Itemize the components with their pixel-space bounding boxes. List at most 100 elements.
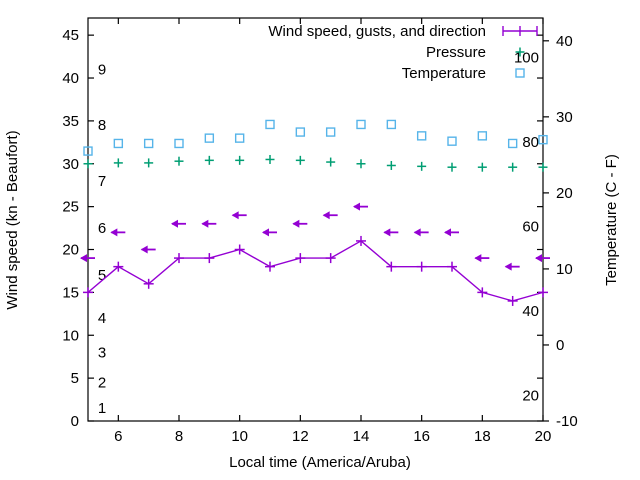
beaufort-scale-label: 4 [98, 310, 106, 327]
legend-key-temperature [515, 68, 525, 78]
temperature-point [538, 134, 548, 145]
wind-speed-point [83, 287, 93, 298]
y2-axis-label: Temperature (C - F) [603, 154, 620, 286]
y2-axis-celsius-label: 20 [556, 185, 573, 202]
wind-gust-direction-arrow [383, 228, 399, 237]
y-axis-label: Wind speed (kn - Beaufort) [4, 130, 21, 309]
wind-speed-point [507, 295, 518, 306]
wind-gust-direction-arrow [80, 254, 95, 263]
y2-axis-celsius-label: 30 [556, 109, 573, 126]
wind-speed-point [174, 253, 184, 264]
wind-gust-direction-arrow [504, 262, 520, 271]
pressure-point [204, 155, 214, 165]
y2-axis-celsius-label: 10 [556, 261, 573, 278]
wind-speed-point [204, 253, 215, 264]
wind-speed-point [234, 244, 245, 255]
wind-gust-direction-arrow [262, 228, 277, 237]
wind-speed-point [386, 261, 397, 272]
y-axis-tick-label: 15 [62, 284, 79, 301]
x-axis-tick-label: 14 [353, 428, 370, 445]
temperature-point [113, 138, 124, 149]
x-axis-tick-label: 8 [175, 428, 183, 445]
pressure-point [113, 158, 123, 168]
temperature-point [204, 133, 215, 143]
y-axis-tick-label: 5 [71, 370, 79, 387]
beaufort-scale-label: 1 [98, 400, 106, 417]
wind-gust-direction-arrow [413, 228, 429, 237]
wind-speed-point [265, 261, 275, 272]
plot-frame [87, 17, 544, 422]
temperature-point [325, 127, 336, 137]
pressure-point [417, 161, 427, 171]
pressure-point [477, 162, 487, 172]
temperature-point [507, 138, 518, 149]
wind-speed-point [295, 253, 306, 264]
wind-gust-direction-arrow [353, 202, 368, 211]
beaufort-scale-label: 6 [98, 220, 106, 237]
y2-axis-fahrenheit-label: 20 [522, 388, 539, 405]
wind-speed-point [143, 278, 154, 289]
pressure-point [508, 162, 518, 172]
beaufort-scale-label: 9 [98, 61, 106, 78]
pressure-point [235, 155, 245, 165]
y2-axis-celsius-label: 40 [556, 33, 573, 50]
temperature-point [416, 131, 427, 141]
y-axis-tick-label: 25 [62, 199, 79, 216]
y2-axis-celsius-label: 0 [556, 337, 564, 354]
wind-speed-point [447, 261, 457, 272]
y2-axis-fahrenheit-label: 60 [522, 219, 539, 236]
y2-axis-celsius-label: -10 [556, 413, 578, 430]
temperature-point [143, 138, 154, 149]
wind-gust-direction-arrow [231, 211, 247, 220]
temperature-point [386, 119, 397, 130]
pressure-point [386, 160, 396, 170]
temperature-point [234, 133, 245, 143]
pressure-point [447, 162, 457, 172]
temperature-point [265, 119, 275, 130]
pressure-point [265, 154, 275, 164]
beaufort-scale-label: 8 [98, 117, 106, 134]
temperature-point [356, 119, 366, 130]
x-axis-tick-label: 16 [413, 428, 430, 445]
y-axis-tick-label: 40 [62, 70, 79, 87]
wind-gust-direction-arrow [535, 254, 550, 263]
wind-gust-direction-arrow [140, 245, 156, 254]
wind-gust-direction-arrow [474, 254, 490, 263]
beaufort-scale-label: 7 [98, 173, 106, 190]
temperature-point [295, 127, 306, 137]
wind-gust-direction-arrow [292, 219, 308, 228]
pressure-point [83, 159, 93, 169]
wind-speed-point [416, 261, 427, 272]
wind-speed-point [477, 287, 488, 298]
legend-label-wind: Wind speed, gusts, and direction [268, 23, 486, 40]
y-axis-tick-label: 0 [71, 413, 79, 430]
beaufort-scale-label: 3 [98, 344, 106, 361]
x-axis-tick-label: 18 [474, 428, 491, 445]
beaufort-scale-label: 5 [98, 267, 106, 284]
y-axis-tick-label: 20 [62, 242, 79, 259]
y2-axis-fahrenheit-label: 40 [522, 303, 539, 320]
wind-speed-line [87, 240, 544, 302]
x-axis-tick-label: 6 [114, 428, 122, 445]
temperature-point [477, 131, 488, 141]
temperature-point [83, 146, 93, 156]
temperature-point [447, 136, 457, 146]
pressure-point [356, 159, 366, 169]
wind-speed-point [356, 235, 366, 246]
pressure-point [174, 156, 184, 166]
pressure-point [326, 157, 336, 167]
legend-label-temperature: Temperature [402, 65, 486, 82]
wind-speed-point [325, 253, 336, 264]
y-axis-tick-label: 10 [62, 327, 79, 344]
wind-speed-point [113, 261, 124, 272]
y-axis-tick-label: 45 [62, 27, 79, 44]
pressure-point [144, 158, 154, 168]
wind-speed-point [538, 287, 548, 298]
legend-label-pressure: Pressure [426, 44, 486, 61]
wind-gust-direction-arrow [444, 228, 459, 237]
y-axis-tick-label: 35 [62, 113, 79, 130]
y2-axis-fahrenheit-label: 80 [522, 134, 539, 151]
pressure-point [538, 162, 548, 172]
